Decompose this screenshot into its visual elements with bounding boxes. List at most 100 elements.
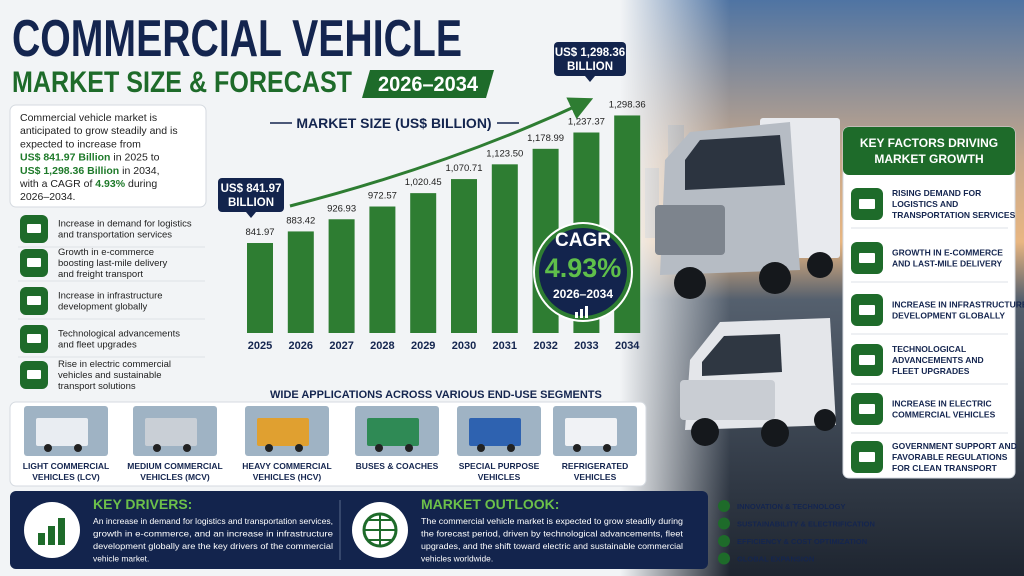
intro-line: expected to increase from [20,138,141,150]
list-text: Increase in infrastructure [58,291,163,302]
key-factors: KEY FACTORS DRIVING MARKET GROWTH RISING D… [851,136,1024,473]
x-tick-label: 2028 [370,340,394,352]
factor-text: DEVELOPMENT GLOBALLY [892,311,1005,321]
van-illustration [680,318,836,447]
value-label: 1,123.50 [486,148,523,159]
applications-title: WIDE APPLICATIONS ACROSS VARIOUS END-USE… [270,389,602,401]
summary-title: KEY DRIVERS: [93,496,192,512]
theme-text: EFFICIENCY & COST OPTIMIZATION [737,537,867,546]
factors-title: KEY FACTORS DRIVING [860,136,998,150]
callout-box [554,42,626,76]
factor-text: LOGISTICS AND [892,199,958,209]
value-label: 972.57 [368,191,397,202]
summary-line: vehicle market. [93,554,149,564]
application-vehicle [367,418,419,446]
theme-text: GLOBAL EXPANSION [737,555,814,564]
application-label: VEHICLES [478,472,521,482]
list-text: Growth in e-commerce [58,247,154,258]
wheel [183,444,191,452]
list-text: Increase in demand for logistics [58,219,192,230]
bar [247,243,273,333]
intro-line: 2026–2034. [20,191,75,203]
subtitle: MARKET SIZE & FORECAST [12,66,352,99]
x-tick-label: 2033 [574,340,598,352]
intro-line: anticipated to grow steadily and is [20,125,178,137]
factor-text: FOR CLEAN TRANSPORT [892,463,998,473]
application-label: REFRIGERATED [562,461,628,471]
factor-icon-glyph [859,199,875,209]
callout-text: BILLION [567,61,613,73]
value-label: 1,178.99 [527,133,564,144]
wheel [573,444,581,452]
intro-segment: Commercial vehicle market is [20,112,157,124]
theme-text: SUSTAINABILITY & ELECTRIFICATION [737,520,875,529]
summary: KEY DRIVERS: An increase in demand for lo… [93,496,684,564]
intro-segment: anticipated to grow steadily and is [20,125,178,137]
theme-icon [718,500,730,512]
application-label: VEHICLES (MCV) [140,472,210,482]
list-icon-glyph [27,334,41,343]
wheel [295,444,303,452]
theme-icon [718,517,730,530]
application-vehicle [469,418,521,446]
factor-text: TRANSPORTATION SERVICES [892,210,1016,220]
bar [491,164,518,333]
callout-text: US$ 1,298.36 [555,47,625,59]
value-label: 1,070.71 [446,163,483,174]
factor-text: FLEET UPGRADES [892,366,970,376]
list-text: Technological advancements [58,329,180,340]
factor-text: GROWTH IN E-COMMERCE [892,248,1003,258]
factor-icon-glyph [859,452,875,462]
list-text: development globally [58,302,148,313]
factor-text: TECHNOLOGICAL [892,344,966,354]
list-text: transport solutions [58,381,136,392]
summary-line: development globally are the key drivers… [93,541,333,551]
list-text: and fleet upgrades [58,340,137,351]
intro-segment: US$ 1,298.36 Billion [20,165,119,177]
value-label: 926.93 [327,203,356,214]
intro-line: with a CAGR of 4.93% during [19,178,157,190]
list-text: Rise in electric commercial [58,359,171,370]
truck-illustration [655,118,840,299]
cagr-label: CAGR [555,230,611,251]
factor-text: COMMERCIAL VEHICLES [892,410,996,420]
x-tick-label: 2029 [411,340,435,352]
factors-title: MARKET GROWTH [874,152,983,166]
bar [451,179,477,333]
themes: INNOVATION & TECHNOLOGY SUSTAINABILITY & … [718,500,875,565]
list-text: and freight transport [58,269,143,280]
bar [410,193,437,333]
application-label: BUSES & COACHES [356,461,439,471]
factor-icon-glyph [859,355,875,365]
callout-text: BILLION [228,197,274,209]
callout-box [218,178,284,212]
wheel [603,444,611,452]
cagr-period: 2026–2034 [553,287,613,301]
list-icon-glyph [27,224,41,233]
wheel [265,444,273,452]
x-tick-label: 2031 [493,340,517,352]
summary-line: The commercial vehicle market is expecte… [421,516,683,526]
bar [287,231,314,333]
x-tick-label: 2026 [289,340,313,352]
factor-text: GOVERNMENT SUPPORT AND [892,441,1017,451]
x-tick-label: 2034 [615,340,640,352]
value-label: 841.97 [245,227,274,238]
intro-segment: in 2025 to [110,152,159,164]
factors-header [843,127,1015,175]
growth-arrow [289,97,594,208]
summary-line: growth in e-commerce, and an increase in… [93,529,333,539]
wheel [44,444,52,452]
wheel [507,444,515,452]
intro-line: US$ 1,298.36 Billion in 2034, [20,165,160,177]
summary-line: An increase in demand for logistics and … [93,516,333,526]
theme-icon [718,552,730,565]
theme-text: INNOVATION & TECHNOLOGY [737,502,845,511]
bar [369,206,396,333]
factor-icon-glyph [859,253,875,263]
x-tick-label: 2030 [452,340,476,352]
x-tick-label: 2032 [533,340,557,352]
